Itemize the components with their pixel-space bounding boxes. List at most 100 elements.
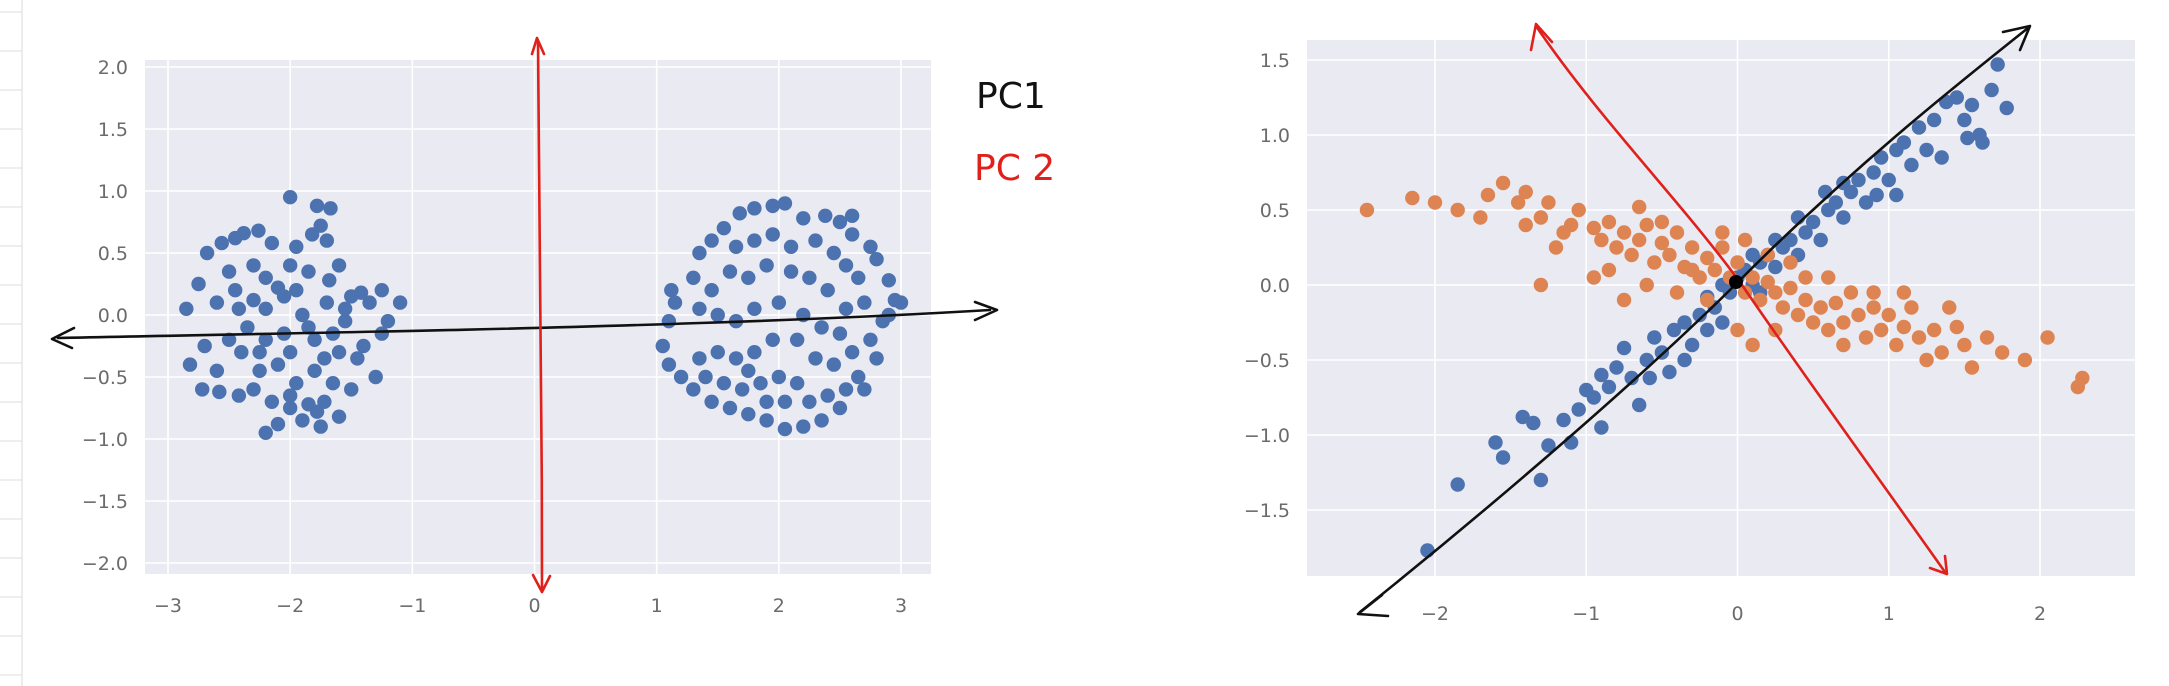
scatter-point (1798, 270, 1813, 285)
scatter-point (722, 264, 738, 279)
scatter-point (759, 394, 774, 409)
scatter-point (789, 332, 805, 347)
scatter-point (661, 314, 677, 329)
scatter-point (722, 400, 738, 416)
scatter-point (747, 201, 762, 216)
scatter-point (1654, 214, 1670, 230)
scatter-point (246, 258, 261, 273)
y-tick-label: −0.5 (1244, 350, 1290, 372)
scatter-point (832, 400, 848, 416)
scatter-point (1790, 307, 1806, 323)
scatter-point (1805, 315, 1821, 330)
scatter-point (1783, 280, 1798, 296)
scatter-point (231, 301, 247, 316)
scatter-point (221, 264, 237, 279)
scatter-point (1533, 277, 1549, 293)
scatter-point (1979, 330, 1995, 345)
scatter-point (1666, 322, 1682, 338)
scatter-point (1624, 370, 1639, 386)
scatter-point (282, 258, 298, 273)
scatter-point (1715, 315, 1730, 330)
scatter-point (747, 301, 762, 316)
scatter-point (319, 233, 335, 248)
x-tick-label: 2 (773, 595, 785, 617)
scatter-point (673, 369, 689, 385)
scatter-point (317, 351, 332, 366)
scatter-point (796, 211, 811, 226)
scatter-point (1473, 210, 1488, 225)
pc2-arrowhead-top (530, 36, 546, 56)
scatter-point (1601, 379, 1617, 395)
scatter-point (732, 206, 747, 221)
scatter-point (1586, 220, 1602, 236)
scatter-point (1488, 435, 1503, 450)
scatter-point (1730, 322, 1745, 338)
scatter-point (857, 295, 872, 310)
scatter-point (1775, 300, 1791, 315)
scatter-point (282, 400, 298, 416)
scatter-point (1975, 135, 1990, 150)
scatter-point (1639, 277, 1654, 293)
scatter-point (1563, 435, 1579, 450)
scatter-point (1662, 364, 1677, 380)
scatter-point (1926, 322, 1942, 338)
scatter-point (1730, 255, 1745, 270)
scatter-point (301, 320, 316, 335)
scatter-point (741, 363, 756, 378)
scatter-point (716, 221, 732, 236)
scatter-point (710, 345, 725, 360)
scatter-point (191, 276, 206, 292)
scatter-point (1821, 322, 1836, 338)
scatter-point (1836, 337, 1851, 353)
scatter-point (686, 270, 701, 285)
scatter-point (1828, 195, 1844, 210)
scatter-point (838, 301, 854, 316)
scatter-point (2075, 370, 2090, 386)
scatter-point (2040, 330, 2055, 345)
scatter-point (808, 351, 823, 366)
scatter-point (1911, 120, 1927, 135)
scatter-point (1450, 477, 1465, 492)
scatter-point (692, 245, 707, 261)
scatter-point (1881, 307, 1896, 323)
y-tick-label: 0.5 (98, 243, 128, 265)
scatter-point (179, 301, 194, 316)
scatter-point (1866, 300, 1881, 315)
scatter-point (1526, 415, 1541, 431)
pc1-label: PC1 (976, 76, 1046, 117)
y-tick-label: 0.0 (98, 305, 128, 327)
scatter-point (753, 376, 768, 391)
scatter-point (664, 283, 679, 298)
y-tick-label: 1.0 (98, 181, 128, 203)
scatter-point (844, 345, 860, 360)
scatter-point (304, 227, 320, 242)
scatter-point (1873, 322, 1889, 338)
y-tick-label: 0.0 (1260, 275, 1290, 297)
scatter-point (1616, 340, 1632, 356)
scatter-point (1654, 345, 1670, 360)
scatter-point (1631, 232, 1647, 248)
scatter-point (289, 239, 304, 254)
series-0 (1420, 57, 2014, 558)
scatter-point (1541, 438, 1556, 453)
y-tick-label: −1.5 (1244, 500, 1290, 522)
scatter-point (802, 270, 817, 285)
scatter-point (783, 239, 799, 254)
scatter-point (1873, 150, 1889, 165)
scatter-point (362, 295, 377, 310)
scatter-point (826, 357, 842, 372)
scatter-point (1783, 232, 1798, 248)
scatter-point (1869, 187, 1884, 203)
scatter-point (777, 196, 793, 211)
x-tick-label: 2 (2034, 603, 2046, 625)
scatter-point (838, 258, 854, 273)
scatter-point (765, 227, 780, 242)
x-tick-label: 3 (895, 595, 907, 617)
scatter-point (789, 376, 805, 391)
scatter-point (380, 314, 396, 329)
x-tick-label: 1 (1883, 603, 1895, 625)
scatter-point (252, 345, 267, 360)
scatter-point (270, 416, 286, 432)
scatter-point (1904, 157, 1919, 173)
